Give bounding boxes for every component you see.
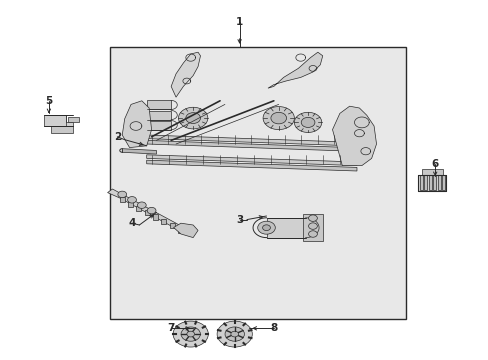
Polygon shape xyxy=(417,175,446,191)
Circle shape xyxy=(137,202,146,208)
Polygon shape xyxy=(424,175,427,190)
Polygon shape xyxy=(146,100,171,109)
Circle shape xyxy=(127,197,136,203)
Text: 2: 2 xyxy=(114,132,121,142)
Circle shape xyxy=(257,221,275,234)
Polygon shape xyxy=(122,101,151,148)
Circle shape xyxy=(308,231,317,237)
Polygon shape xyxy=(267,52,322,88)
Polygon shape xyxy=(107,189,190,234)
Polygon shape xyxy=(428,175,431,190)
Circle shape xyxy=(147,207,156,214)
Polygon shape xyxy=(44,115,73,126)
Circle shape xyxy=(270,112,286,124)
Polygon shape xyxy=(128,201,133,207)
Circle shape xyxy=(185,113,200,123)
Text: 6: 6 xyxy=(431,159,438,169)
Circle shape xyxy=(186,331,194,337)
Circle shape xyxy=(301,117,314,127)
Circle shape xyxy=(217,321,252,347)
Polygon shape xyxy=(437,175,440,190)
Polygon shape xyxy=(332,106,376,166)
Polygon shape xyxy=(144,210,149,215)
Polygon shape xyxy=(51,126,73,133)
Polygon shape xyxy=(171,52,200,97)
Circle shape xyxy=(224,327,244,341)
Polygon shape xyxy=(146,135,351,146)
Polygon shape xyxy=(419,175,422,190)
Polygon shape xyxy=(146,121,171,130)
Bar xyxy=(110,47,405,319)
Polygon shape xyxy=(146,155,356,166)
Polygon shape xyxy=(136,206,141,211)
Polygon shape xyxy=(421,169,442,175)
Text: 3: 3 xyxy=(236,215,243,225)
Circle shape xyxy=(178,107,207,129)
Circle shape xyxy=(173,321,208,347)
Polygon shape xyxy=(146,160,356,171)
Polygon shape xyxy=(122,149,156,154)
Polygon shape xyxy=(178,227,183,233)
Circle shape xyxy=(181,327,200,341)
Polygon shape xyxy=(146,140,351,151)
Polygon shape xyxy=(266,218,305,238)
Text: 4: 4 xyxy=(128,218,136,228)
Circle shape xyxy=(308,223,317,229)
Text: 7: 7 xyxy=(167,323,175,333)
Polygon shape xyxy=(173,223,198,238)
Text: 5: 5 xyxy=(45,96,52,106)
Polygon shape xyxy=(153,214,158,220)
Circle shape xyxy=(308,215,317,221)
Polygon shape xyxy=(68,117,79,122)
Text: 1: 1 xyxy=(236,17,243,27)
Polygon shape xyxy=(146,111,171,120)
Polygon shape xyxy=(441,175,444,190)
Text: 8: 8 xyxy=(270,323,277,333)
Circle shape xyxy=(262,225,270,231)
Polygon shape xyxy=(303,214,322,241)
Polygon shape xyxy=(120,197,124,202)
Polygon shape xyxy=(161,219,166,224)
Circle shape xyxy=(230,331,238,337)
Circle shape xyxy=(263,107,294,130)
Polygon shape xyxy=(432,175,435,190)
Polygon shape xyxy=(169,223,174,228)
Circle shape xyxy=(294,112,321,132)
Circle shape xyxy=(118,191,126,198)
